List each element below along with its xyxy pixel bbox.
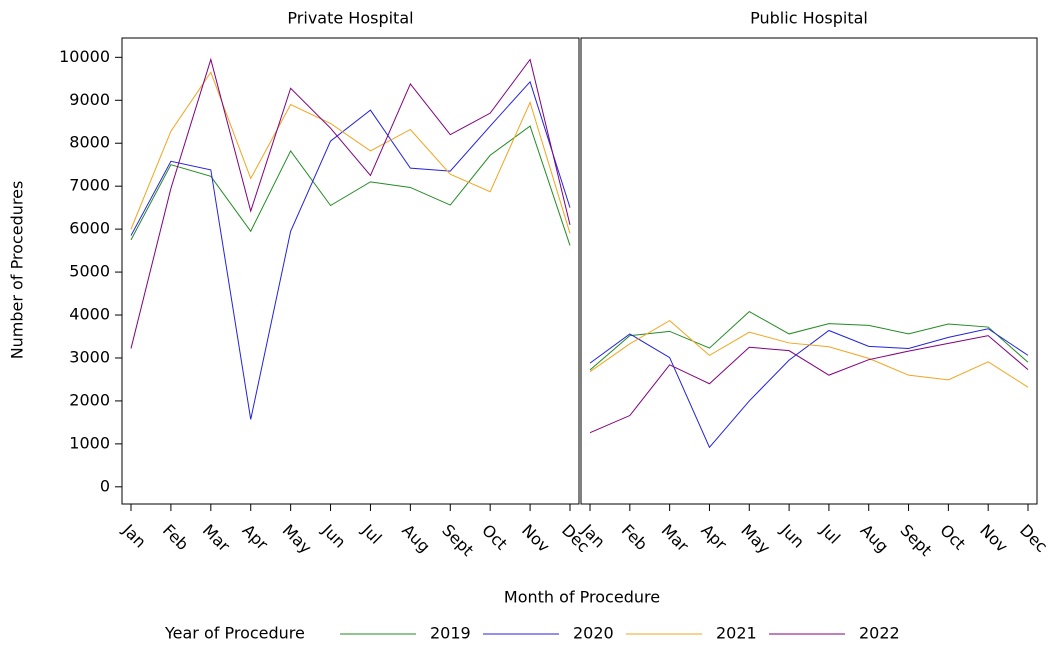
x-tick-label: Apr	[697, 521, 730, 554]
y-tick-label: 8000	[69, 133, 110, 152]
x-tick-label: Feb	[159, 521, 192, 554]
panel-title: Private Hospital	[287, 9, 413, 28]
y-tick-label: 10000	[59, 47, 110, 66]
legend-label: 2019	[430, 624, 471, 643]
x-tick-label: Sept	[897, 521, 936, 560]
x-tick-label: Dec	[1016, 521, 1051, 556]
x-tick-label: Mar	[199, 521, 234, 556]
x-tick-label: Mar	[658, 521, 693, 556]
series-line	[130, 57, 571, 349]
y-tick-label: 4000	[69, 305, 110, 324]
x-tick-label: May	[737, 521, 774, 558]
series-line	[130, 125, 571, 246]
legend-label: 2021	[716, 624, 757, 643]
x-tick-label: Jun	[318, 520, 350, 552]
y-tick-label: 0	[100, 476, 110, 495]
legend-label: 2020	[573, 624, 614, 643]
x-tick-label: Nov	[976, 521, 1012, 557]
legend-title: Year of Procedure	[164, 624, 305, 643]
y-tick-label: 7000	[69, 176, 110, 195]
y-tick-label: 1000	[69, 433, 110, 452]
x-axis-label: Month of Procedure	[504, 588, 660, 607]
x-tick-label: Jun	[776, 520, 808, 552]
x-tick-label: Aug	[857, 521, 893, 557]
x-tick-label: Apr	[239, 521, 272, 554]
x-tick-label: Sept	[438, 521, 477, 560]
y-tick-label: 6000	[69, 219, 110, 238]
y-tick-label: 2000	[69, 390, 110, 409]
x-tick-label: Oct	[936, 521, 969, 554]
series-line	[130, 71, 571, 234]
series-line	[589, 335, 1029, 434]
series-line	[589, 319, 1029, 388]
y-tick-label: 3000	[69, 347, 110, 366]
panel-frame	[580, 37, 1038, 505]
series-line	[130, 80, 571, 420]
series-line	[589, 310, 1029, 371]
y-axis-label: Number of Procedures	[8, 181, 27, 360]
y-tick-label: 5000	[69, 262, 110, 281]
x-tick-label: Nov	[518, 521, 554, 557]
x-tick-label: Jul	[816, 520, 844, 548]
x-tick-label: Aug	[398, 521, 434, 557]
x-tick-label: Feb	[618, 521, 651, 554]
x-tick-label: Jan	[118, 520, 150, 552]
x-tick-label: Jul	[358, 520, 386, 548]
panel-frame	[121, 37, 580, 505]
x-tick-label: Oct	[478, 521, 511, 554]
panel-title: Public Hospital	[750, 9, 868, 28]
legend-label: 2022	[859, 624, 900, 643]
x-tick-label: May	[279, 521, 316, 558]
series-line	[589, 328, 1029, 449]
y-tick-label: 9000	[69, 90, 110, 109]
